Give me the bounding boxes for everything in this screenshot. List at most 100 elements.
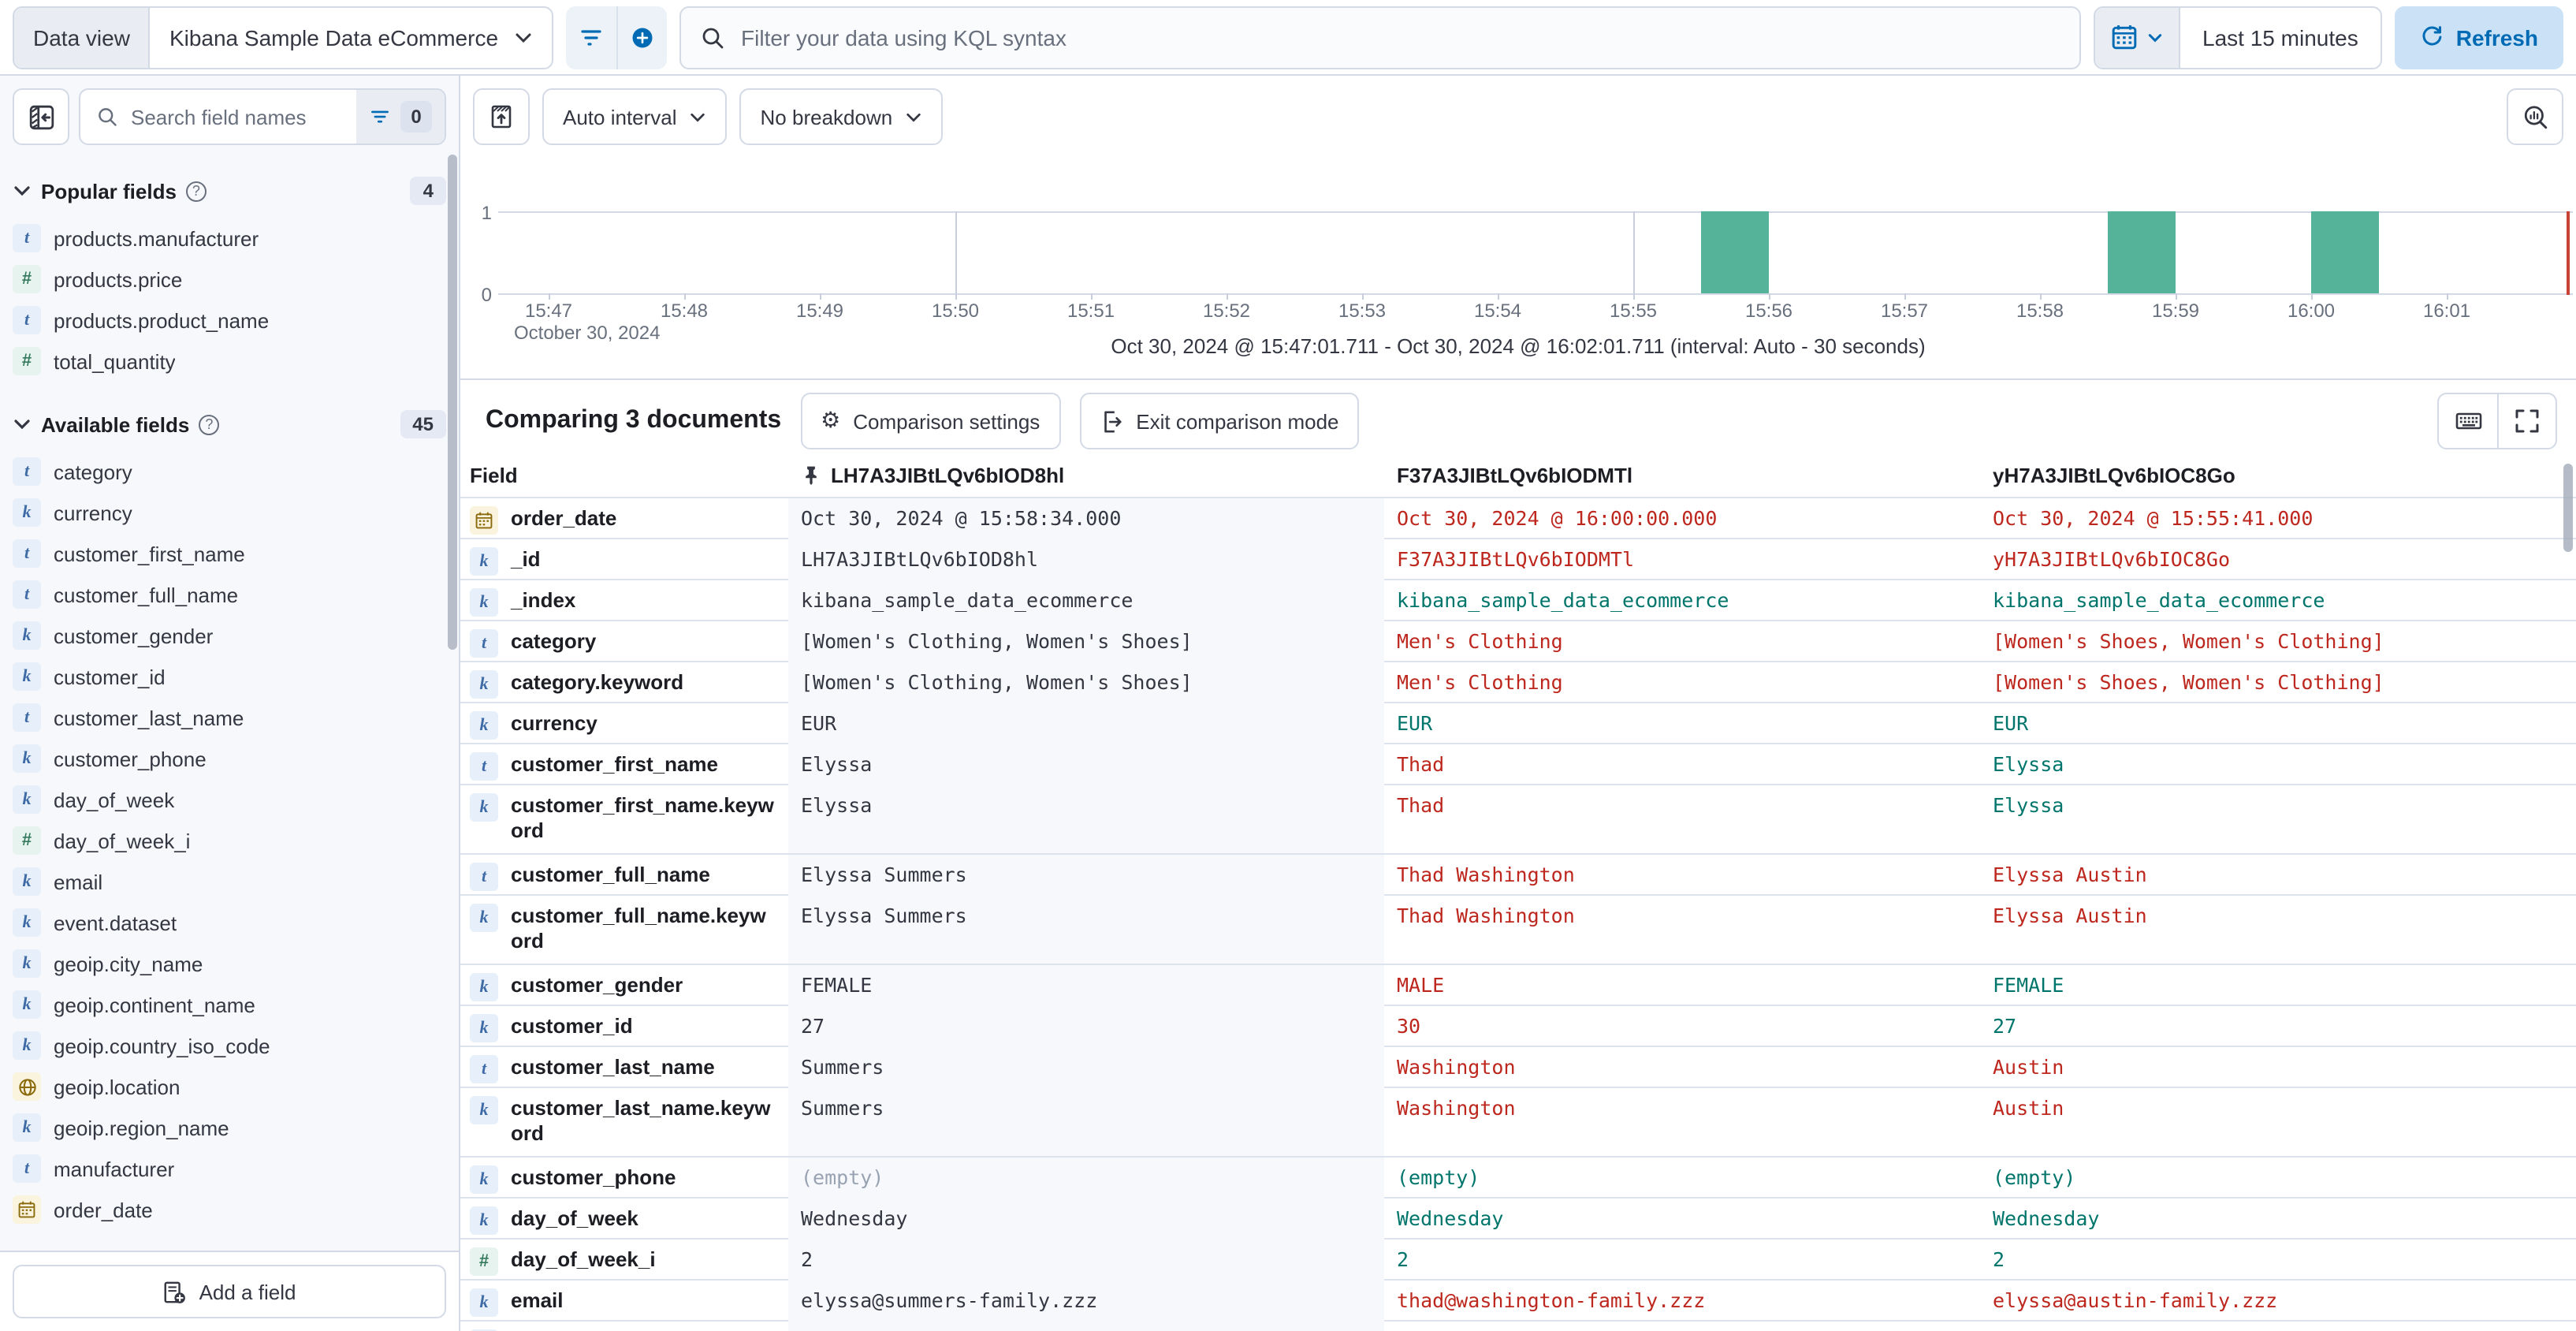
field-name-label: order_date (511, 506, 617, 530)
kql-search-bar[interactable] (679, 6, 2082, 69)
time-range-value[interactable]: Last 15 minutes (2202, 24, 2358, 50)
field-filter-controls[interactable]: 0 (356, 90, 445, 144)
calendar-menu-button[interactable] (2095, 7, 2181, 67)
x-axis-tickmark (1227, 293, 1228, 300)
filter-controls (566, 6, 668, 69)
sidebar-field-day_of_week_i[interactable]: # day_of_week_i (0, 820, 459, 861)
comparison-value-doc3: [Women's Shoes, Women's Clothing] (1993, 629, 2384, 653)
data-view-select[interactable]: Kibana Sample Data eCommerce (151, 7, 552, 67)
histogram-bar-16:00:00[interactable] (2311, 211, 2379, 293)
add-filter-icon[interactable] (566, 6, 616, 69)
sidebar-field-geoip.region_name[interactable]: k geoip.region_name (0, 1107, 459, 1148)
sidebar-field-geoip.city_name[interactable]: k geoip.city_name (0, 943, 459, 984)
comparison-value-doc3: FEMALE (1993, 973, 2064, 997)
table-row-customer_phone: k customer_phone (empty) (empty) (empty) (460, 1156, 2576, 1202)
sidebar-field-customer_first_name[interactable]: t customer_first_name (0, 533, 459, 574)
field-name-label: _id (511, 547, 541, 571)
base-doc-value: Elyssa Summers (788, 896, 1384, 964)
sidebar-field-customer_phone[interactable]: k customer_phone (0, 738, 459, 779)
sidebar-field-event.dataset[interactable]: k event.dataset (0, 902, 459, 943)
keyword-field-icon: k (470, 1329, 498, 1331)
comparison-value-doc3: Elyssa Austin (1993, 904, 2147, 927)
pin-icon[interactable] (801, 465, 821, 486)
breakdown-dropdown[interactable]: No breakdown (739, 88, 944, 145)
field-name-label: category.keyword (511, 670, 684, 694)
refresh-button[interactable]: Refresh (2394, 6, 2563, 69)
histogram-chart[interactable]: 1 0 15:47 15:48 15:49 15:50 15:51 15:52 15:53 1… (460, 151, 2576, 356)
table-scrollbar[interactable] (2563, 464, 2573, 552)
sidebar-field-customer_last_name[interactable]: t customer_last_name (0, 697, 459, 738)
base-doc-value: Elyssa (788, 785, 1384, 853)
hide-chart-button[interactable] (473, 88, 530, 145)
sidebar-field-customer_gender[interactable]: k customer_gender (0, 615, 459, 656)
keyword-field-icon: k (13, 662, 41, 691)
sidebar-field-email[interactable]: k email (0, 861, 459, 902)
doc-id-2: yH7A3JIBtLQv6bIOC8Go (1993, 464, 2235, 487)
sidebar-field-total_quantity[interactable]: # total_quantity (0, 341, 459, 382)
comparison-value-doc2: Oct 30, 2024 @ 16:00:00.000 (1397, 506, 1718, 530)
sidebar-field-products.manufacturer[interactable]: t products.manufacturer (0, 218, 459, 259)
add-control-button[interactable] (616, 6, 667, 69)
field-cell: k email (460, 1281, 788, 1325)
comparison-settings-button[interactable]: ⚙ Comparison settings (800, 393, 1061, 449)
x-axis-tickmark (2447, 293, 2448, 300)
fullscreen-icon[interactable] (2497, 394, 2556, 448)
table-row-_index: k _index kibana_sample_data_ecommerce kiban… (460, 579, 2576, 624)
comparison-value-doc2: F37A3JIBtLQv6bIODMTl (1397, 547, 1635, 571)
table-row-customer_last_name: t customer_last_name Summers Washington Aust… (460, 1046, 2576, 1091)
field-name-label: manufacturer (54, 1157, 175, 1180)
sidebar-field-customer_full_name[interactable]: t customer_full_name (0, 574, 459, 615)
table-row-event.dataset: k event.dataset (460, 1320, 2576, 1331)
text-field-icon: t (470, 629, 498, 658)
sidebar-field-products.price[interactable]: # products.price (0, 259, 459, 300)
field-name-label: customer_id (54, 665, 166, 688)
sidebar-field-day_of_week[interactable]: k day_of_week (0, 779, 459, 820)
field-search[interactable]: 0 (79, 88, 446, 145)
current-time-marker (2567, 211, 2570, 295)
keyboard-shortcuts-icon[interactable] (2439, 394, 2497, 448)
breakdown-label: No breakdown (760, 105, 893, 129)
text-field-icon: t (470, 752, 498, 781)
comparison-header: Comparing 3 documents ⚙ Comparison setti… (486, 391, 2557, 451)
keyword-field-icon: k (13, 744, 41, 773)
sidebar-field-order_date[interactable]: order_date (0, 1189, 459, 1230)
chart-toolbar: Auto interval No breakdown (473, 88, 2563, 145)
sidebar-field-geoip.continent_name[interactable]: k geoip.continent_name (0, 984, 459, 1025)
collapse-sidebar-button[interactable] (13, 88, 69, 145)
base-doc-value: kibana_sample_data_ecommerce (788, 580, 1384, 624)
base-doc-value: Oct 30, 2024 @ 15:58:34.000 (788, 498, 1384, 542)
comparison-table-header: Field LH7A3JIBtLQv6bIOD8hl F37A3JIBtLQv6… (460, 457, 2576, 497)
data-view-picker[interactable]: Data view Kibana Sample Data eCommerce (13, 6, 554, 69)
kql-search-input[interactable] (738, 23, 2061, 51)
table-row-category: t category [Women's Clothing, Women's Shoe… (460, 620, 2576, 666)
sidebar-field-geoip.country_iso_code[interactable]: k geoip.country_iso_code (0, 1025, 459, 1066)
x-axis-tickmark (820, 293, 821, 300)
comparison-value-doc2: Men's Clothing (1397, 670, 1563, 694)
interval-dropdown[interactable]: Auto interval (542, 88, 728, 145)
histogram-bar-15:58:30[interactable] (2108, 211, 2176, 293)
table-row-customer_full_name.keyword: k customer_full_name.keyword Elyssa Summer… (460, 894, 2576, 964)
keyword-field-icon: k (470, 1014, 498, 1042)
exit-comparison-button[interactable]: Exit comparison mode (1079, 393, 1360, 449)
comparison-value-doc2: Washington (1397, 1055, 1516, 1079)
edit-visualization-button[interactable] (2507, 88, 2563, 145)
field-name-label: email (54, 870, 103, 893)
sidebar-field-manufacturer[interactable]: t manufacturer (0, 1148, 459, 1189)
add-field-button[interactable]: Add a field (13, 1265, 446, 1318)
sidebar-field-customer_id[interactable]: k customer_id (0, 656, 459, 697)
comparison-value-doc2: MALE (1397, 973, 1445, 997)
field-search-input[interactable] (128, 103, 356, 130)
field-filter-count-badge: 0 (400, 101, 432, 132)
histogram-bar-15:55:30[interactable] (1701, 211, 1769, 293)
pinned-doc-header: LH7A3JIBtLQv6bIOD8hl (788, 457, 1384, 497)
sidebar-field-category[interactable]: t category (0, 451, 459, 492)
x-axis-tickmark (684, 293, 686, 300)
popular-fields-header[interactable]: Popular fields ? 4 (0, 158, 459, 218)
sidebar-field-currency[interactable]: k currency (0, 492, 459, 533)
available-fields-header[interactable]: Available fields ? 45 (0, 382, 459, 451)
sidebar-scrollbar[interactable] (448, 155, 457, 650)
sidebar-field-geoip.location[interactable]: geoip.location (0, 1066, 459, 1107)
data-view-value: Kibana Sample Data eCommerce (169, 24, 499, 50)
sidebar-field-products.product_name[interactable]: t products.product_name (0, 300, 459, 341)
comparison-value-doc3: Austin (1993, 1055, 2064, 1079)
